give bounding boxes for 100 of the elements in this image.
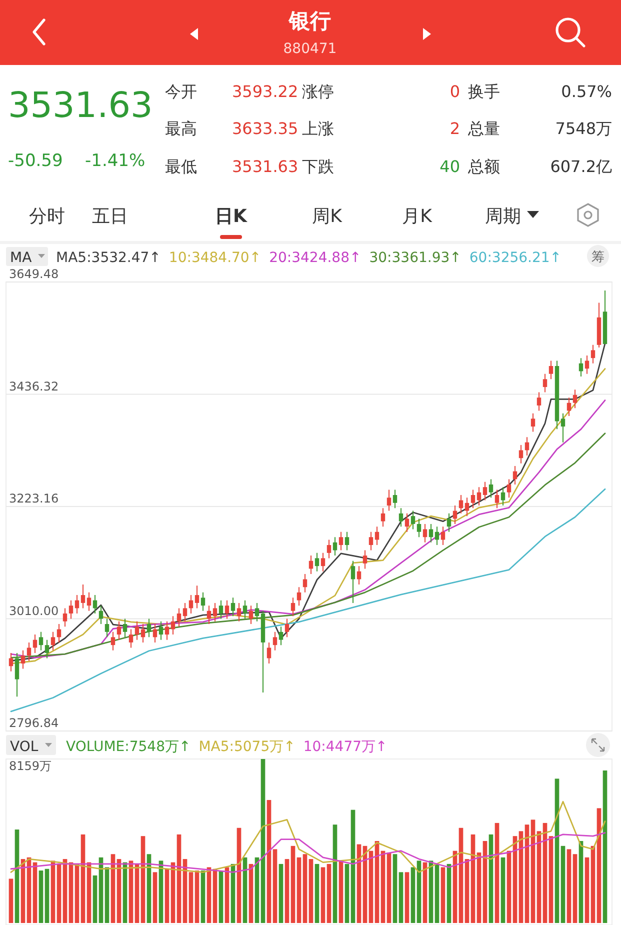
bar [422,862,428,923]
text: 分时 [29,206,65,227]
text: 五日 [92,206,128,227]
y-tick-label: 2796.84 [9,716,59,730]
bar [296,857,302,923]
bar [380,850,386,923]
text: VOL [10,739,38,755]
text: 20:3424.88↑ [269,250,362,266]
y-tick-label: 3649.48 [9,267,59,281]
bar [572,854,578,923]
bar [152,872,158,923]
text: 涨停 [302,82,334,101]
text: 最低 [165,157,197,176]
bar [416,860,422,923]
bar [308,859,314,923]
bar [524,824,530,923]
text: 银行 [288,9,331,33]
bar [38,870,44,923]
bar [548,836,554,923]
y-tick-label: 3436.32 [9,379,59,394]
text: VOLUME:7548万↑ [66,739,191,755]
text: 7548万 [555,119,612,138]
bar [500,857,506,923]
text: 筹 [592,250,604,265]
bar [164,868,170,923]
bar [188,872,194,923]
bar [68,862,74,923]
bar [332,824,338,923]
bar [320,867,326,923]
text: 周K [312,206,344,227]
bar [218,870,224,923]
text: 今开 [165,82,197,101]
text: 日K [215,206,248,227]
bar [506,850,512,923]
bar [482,841,488,923]
bar [458,828,464,923]
y-tick-label: 3010.00 [9,604,59,618]
bar [62,859,68,923]
text: 月K [402,206,434,227]
text: 880471 [283,41,337,57]
text: 3531.63 [8,86,153,126]
bar [260,759,266,923]
bar [284,859,290,923]
text: 总额 [467,157,500,176]
bar [338,860,344,923]
text: 周期 [485,206,521,227]
bar [398,872,404,923]
bar [578,841,584,923]
text: 3531.63 [232,157,298,176]
bar [14,830,20,923]
bar [314,864,320,923]
bar [494,822,500,923]
bar [602,770,608,923]
bar [8,878,14,923]
bar [44,868,50,923]
text: MA [10,250,32,266]
bar [326,864,332,923]
annotation: 8159万 [9,759,52,773]
bar [350,810,356,923]
bar [32,862,38,923]
bar [92,875,98,923]
bar [110,854,116,923]
text: 下跌 [302,157,334,176]
text: 30:3361.93↑ [369,250,462,266]
text: -50.59 [8,151,63,171]
bar [278,864,284,923]
bar [440,867,446,923]
bar [224,867,230,923]
bar [194,870,200,923]
bar [410,867,416,923]
bar [386,852,392,923]
bar [242,857,248,923]
bar [404,872,410,923]
bar [344,864,350,923]
text: 总量 [467,119,500,138]
text: 607.2亿 [550,157,612,176]
text: 3593.22 [232,82,298,101]
text: MA5:3532.47↑ [56,250,161,266]
bar [272,849,278,923]
text: 0.57% [561,82,612,101]
bar [368,850,374,923]
text: 3633.35 [232,119,298,138]
bar [290,846,296,923]
bar [104,867,110,923]
bar [584,857,590,923]
bar [200,870,206,923]
bar [302,854,308,923]
text: 40 [440,157,460,176]
bar [518,831,524,923]
text: 上涨 [302,119,334,138]
bar [392,854,398,923]
bar [566,849,572,923]
bar [140,836,146,923]
bar [254,857,260,923]
bar [536,831,542,923]
bar [530,820,536,923]
text: 2 [450,119,460,138]
bar [446,864,452,923]
text: 10:4477万↑ [303,739,388,755]
text: -1.41% [85,151,146,171]
